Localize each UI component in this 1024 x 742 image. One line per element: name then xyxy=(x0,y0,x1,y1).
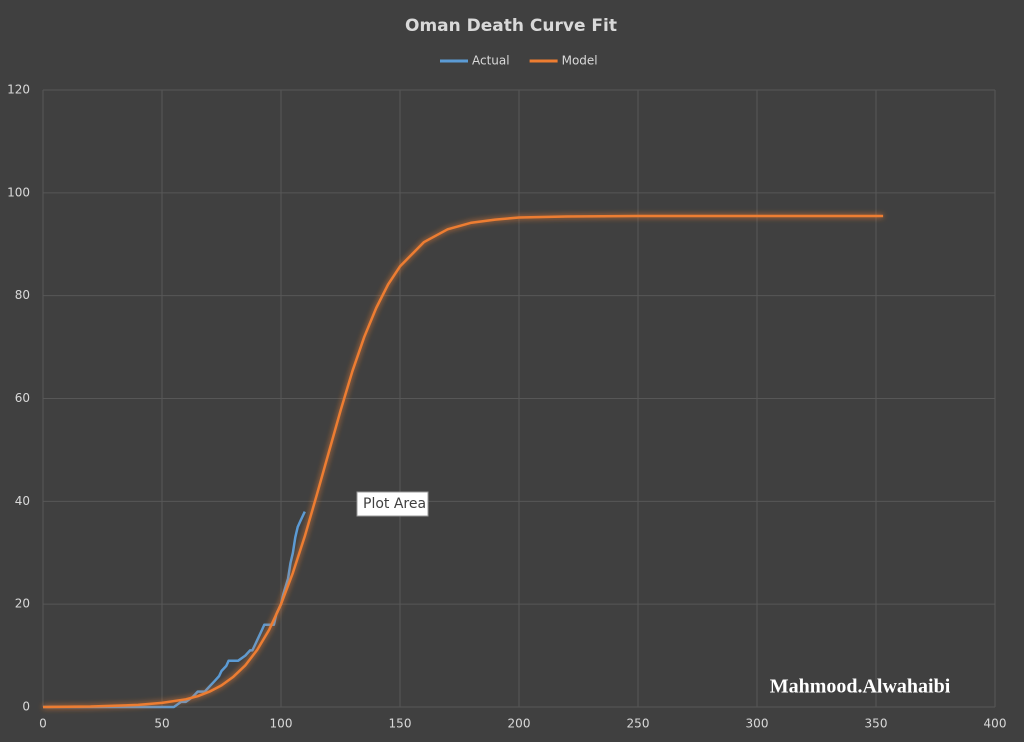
plot-area: 0 20 40 60 80 100 120 0 50 100 150 200 250 300 350 400 xyxy=(7,83,1006,731)
x-tick-label: 0 xyxy=(39,717,47,731)
chart-title: Oman Death Curve Fit xyxy=(405,16,617,36)
x-tick-label: 350 xyxy=(865,717,888,731)
x-tick-label: 200 xyxy=(508,717,531,731)
y-tick-label: 0 xyxy=(22,700,30,714)
series-line xyxy=(43,511,306,709)
watermark: Mahmood.Alwahaibi xyxy=(770,676,951,698)
tooltip: Plot Area xyxy=(363,496,426,512)
y-tick-label: 100 xyxy=(7,185,30,199)
legend-label: Actual xyxy=(472,54,510,68)
y-tick-label: 120 xyxy=(7,83,30,97)
series-line xyxy=(42,214,884,709)
x-tick-label: 50 xyxy=(154,717,169,731)
legend-label: Model xyxy=(562,54,598,68)
x-tick-label: 150 xyxy=(389,717,412,731)
x-tick-label: 300 xyxy=(746,717,769,731)
y-tick-label: 80 xyxy=(15,288,30,302)
y-tick-label: 60 xyxy=(15,391,30,405)
tooltip-box xyxy=(356,491,429,517)
x-tick-label: 100 xyxy=(270,717,293,731)
x-tick-label: 400 xyxy=(984,717,1007,731)
y-tick-label: 40 xyxy=(15,494,30,508)
x-tick-label: 250 xyxy=(627,717,650,731)
y-tick-label: 20 xyxy=(15,597,30,611)
